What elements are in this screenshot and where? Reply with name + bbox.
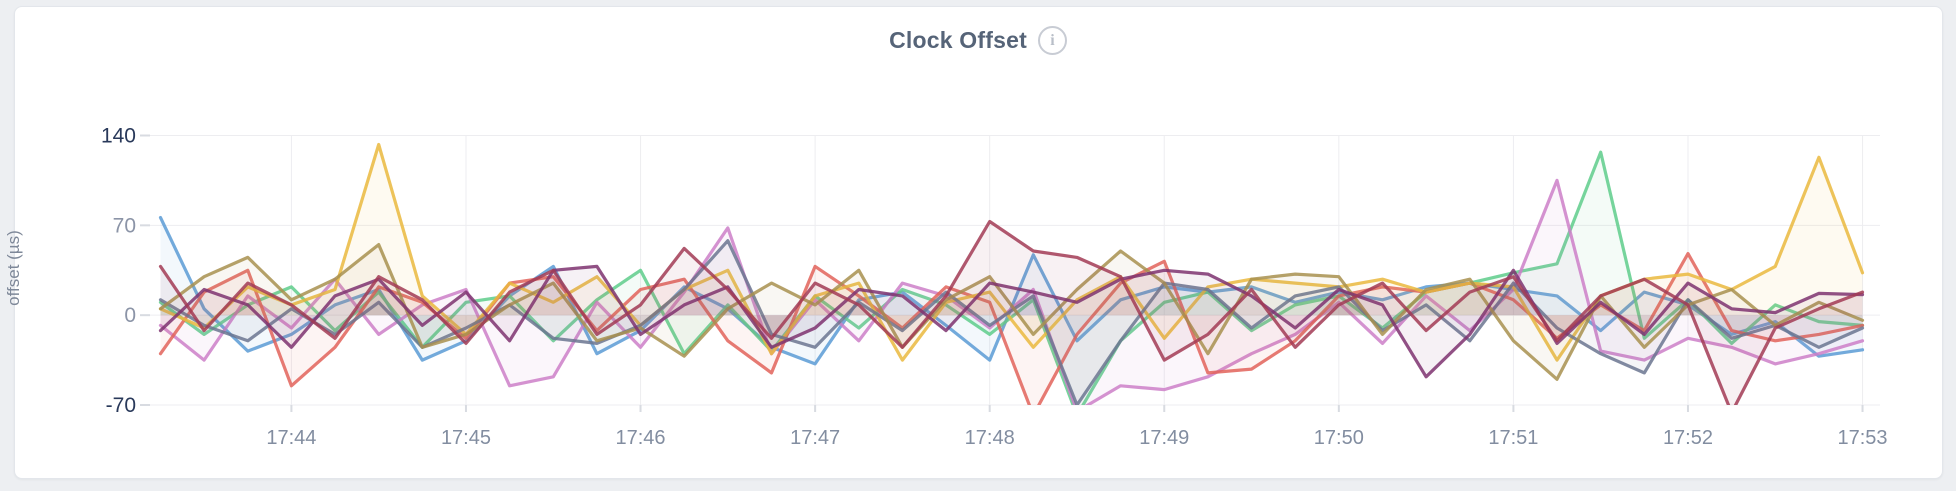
series-area-series-7 [160, 244, 1863, 380]
chart-title: Clock Offset [889, 27, 1027, 53]
axis-ticks [140, 134, 1864, 412]
y-tick-label: -70 [106, 394, 136, 417]
x-tick-label: 17:45 [441, 427, 491, 449]
series-area-series-2 [160, 152, 1863, 405]
info-icon[interactable]: i [1037, 26, 1067, 55]
x-tick-label: 17:49 [1139, 427, 1189, 449]
series-line-series-7 [158, 243, 1865, 381]
x-tick-label: 17:53 [1838, 427, 1888, 449]
x-tick-label: 17:48 [965, 427, 1015, 449]
x-tick-label: 17:52 [1663, 427, 1713, 449]
y-tick-label: 0 [124, 304, 136, 327]
info-icon-glyph: i [1050, 31, 1055, 49]
y-axis-title: offset (µs) [4, 230, 23, 306]
series-area-series-5 [160, 144, 1863, 361]
y-tick-label: 140 [101, 125, 136, 148]
series-line-series-5 [158, 142, 1865, 362]
series-line-series-9 [158, 219, 1865, 405]
x-tick-label: 17:47 [790, 427, 840, 449]
x-tick-label: 17:46 [616, 427, 666, 449]
series-line-series-8 [158, 264, 1865, 379]
series-area-series-8 [160, 266, 1863, 377]
axis-labels: 140 70 0 -70 17:44 17:45 17:46 17:47 17:48 17:49 1… [101, 125, 1888, 450]
series-lines [158, 142, 1865, 405]
x-tick-label: 17:51 [1488, 427, 1538, 449]
series-area-series-9 [160, 221, 1863, 405]
chart-header: Clock Offset i [0, 26, 1956, 55]
x-tick-label: 17:44 [266, 427, 316, 449]
y-tick-label: 70 [113, 214, 136, 237]
series-line-series-2 [158, 150, 1865, 405]
x-tick-label: 17:50 [1314, 427, 1364, 449]
